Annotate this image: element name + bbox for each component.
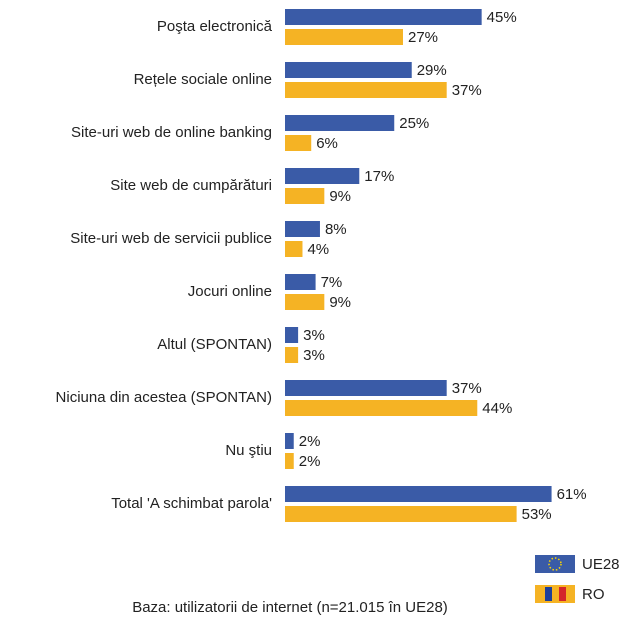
- value-label: 45%: [487, 9, 517, 26]
- value-label: 17%: [364, 168, 394, 185]
- value-label: 9%: [329, 188, 351, 205]
- bar: [285, 294, 325, 310]
- value-label: 3%: [303, 327, 325, 344]
- category-label: Poşta electronică: [157, 18, 273, 35]
- legend-swatch: [535, 555, 575, 573]
- value-label: 37%: [452, 82, 482, 99]
- bar: [285, 135, 312, 151]
- value-label: 9%: [329, 294, 351, 311]
- bar: [285, 188, 325, 204]
- legend-label: UE28: [582, 556, 620, 573]
- category-label: Site-uri web de servicii publice: [70, 230, 272, 247]
- bar: [285, 506, 517, 522]
- category-label: Rețele sociale online: [134, 71, 272, 88]
- value-label: 53%: [522, 506, 552, 523]
- value-label: 6%: [316, 135, 338, 152]
- bar: [285, 274, 316, 290]
- category-label: Site-uri web de online banking: [71, 124, 272, 141]
- bar: [285, 433, 294, 449]
- value-label: 8%: [325, 221, 347, 238]
- value-label: 3%: [303, 347, 325, 364]
- bar: [285, 9, 482, 25]
- category-label: Altul (SPONTAN): [157, 336, 272, 353]
- footnote: Baza: utilizatorii de internet (n=21.015…: [132, 599, 448, 616]
- legend-emblem: [545, 587, 552, 601]
- category-label: Site web de cumpărături: [110, 177, 272, 194]
- value-label: 29%: [417, 62, 447, 79]
- bar: [285, 29, 403, 45]
- bar: [285, 241, 303, 257]
- value-label: 44%: [482, 400, 512, 417]
- bar: [285, 221, 320, 237]
- legend-emblem: [548, 557, 562, 571]
- bar: [285, 400, 478, 416]
- bar: [285, 168, 360, 184]
- legend-swatch: [535, 585, 575, 603]
- bar: [285, 115, 395, 131]
- bar: [285, 486, 552, 502]
- bar: [285, 327, 299, 343]
- bar: [285, 380, 447, 396]
- value-label: 2%: [299, 433, 321, 450]
- value-label: 61%: [557, 486, 587, 503]
- bar: [285, 453, 294, 469]
- bar: [285, 347, 299, 363]
- category-label: Niciuna din acestea (SPONTAN): [56, 389, 272, 406]
- value-label: 25%: [399, 115, 429, 132]
- value-label: 4%: [307, 241, 329, 258]
- category-label: Total 'A schimbat parola': [111, 495, 272, 512]
- value-label: 27%: [408, 29, 438, 46]
- bar: [285, 82, 447, 98]
- category-label: Jocuri online: [188, 283, 272, 300]
- value-label: 7%: [321, 274, 343, 291]
- value-label: 37%: [452, 380, 482, 397]
- legend-label: RO: [582, 586, 605, 603]
- value-label: 2%: [299, 453, 321, 470]
- legend-emblem: [559, 587, 566, 601]
- bar: [285, 62, 412, 78]
- category-label: Nu ştiu: [225, 442, 272, 459]
